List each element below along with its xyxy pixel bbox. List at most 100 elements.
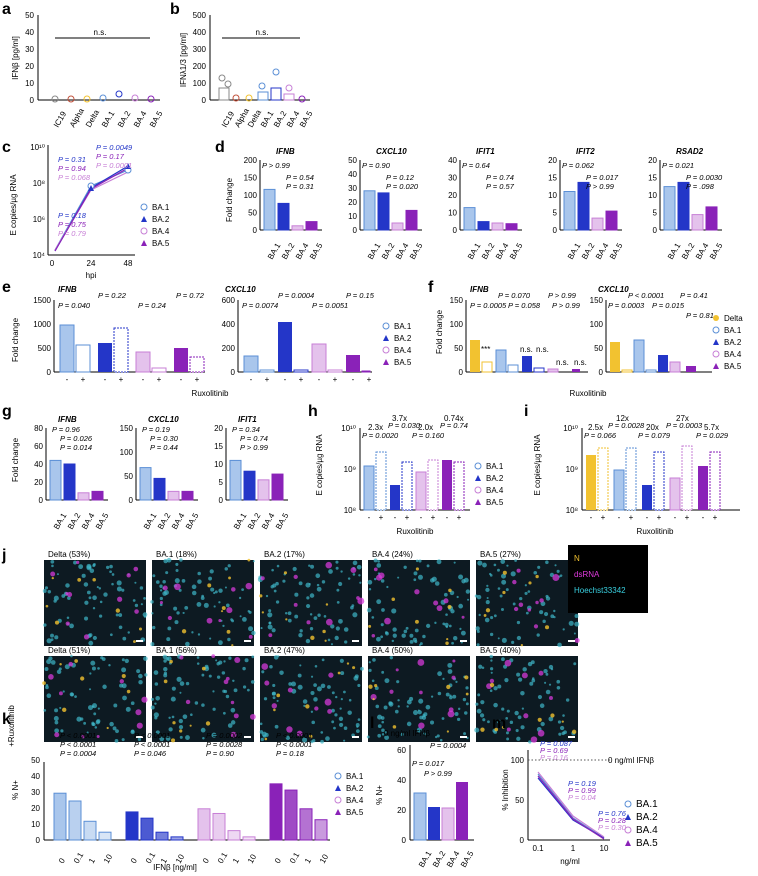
- n-protein-spot: [571, 729, 577, 735]
- nucleus-dot: [271, 691, 276, 696]
- dsrna-spot: [513, 606, 519, 612]
- svg-text:10⁶: 10⁶: [33, 215, 45, 224]
- svg-text:-: -: [250, 375, 253, 384]
- panel-j-micrographs: Delta (53%) BA.1 (18%) BA.2 (17%) BA.4 (24%…: [42, 550, 580, 744]
- svg-text:Delta: Delta: [724, 314, 743, 323]
- dsrna-spot: [452, 659, 456, 663]
- nucleus-dot: [218, 660, 223, 665]
- svg-text:BA.1: BA.1: [152, 203, 170, 212]
- nucleus-dot: [540, 721, 545, 727]
- svg-text:0: 0: [599, 368, 604, 377]
- panel-d-bar-3-1: [577, 181, 590, 231]
- nucleus-dot: [434, 621, 437, 625]
- nucleus-dot: [529, 681, 534, 686]
- panel-g-ytick-0-0: 0: [39, 496, 44, 505]
- svg-text:10⁸: 10⁸: [344, 506, 356, 515]
- panel-d-pvalue-1-2: P = 0.020: [386, 182, 419, 191]
- svg-text:P = 0.31: P = 0.31: [58, 155, 86, 164]
- nucleus-dot: [163, 671, 168, 675]
- n-protein-spot: [221, 606, 226, 611]
- nucleus-dot: [543, 668, 548, 674]
- dsrna-spot: [271, 703, 277, 709]
- nucleus-dot: [305, 603, 311, 609]
- dsrna-spot: [65, 621, 70, 626]
- nucleus-dot: [357, 718, 361, 721]
- nucleus-dot: [505, 588, 509, 592]
- nucleus-dot: [386, 585, 389, 589]
- n-protein-spot: [121, 673, 126, 679]
- nucleus-dot: [497, 637, 500, 640]
- svg-text:P = 0.18: P = 0.18: [58, 211, 87, 220]
- svg-text:BA.5: BA.5: [148, 109, 165, 129]
- nucleus-dot: [44, 586, 49, 590]
- panel-l-ylabel: % N+: [375, 785, 384, 805]
- nucleus-dot: [116, 580, 122, 586]
- nucleus-dot: [142, 612, 148, 617]
- nucleus-dot: [484, 617, 490, 623]
- panel-d-pvalue-2-1: P = 0.74: [486, 173, 514, 182]
- nucleus-dot: [73, 560, 77, 565]
- nucleus-dot: [272, 683, 276, 688]
- nucleus-dot: [279, 670, 284, 675]
- panel-k-bar-3-2: [299, 808, 313, 841]
- micrograph-0-0: [44, 560, 146, 646]
- nucleus-dot: [260, 627, 263, 630]
- svg-text:P = 0.41: P = 0.41: [680, 291, 708, 300]
- nucleus-dot: [209, 637, 212, 640]
- panel-k-xtick-2-3: 10: [246, 852, 259, 865]
- nucleus-dot: [371, 616, 375, 619]
- nucleus-dot: [91, 721, 95, 725]
- nucleus-dot: [309, 613, 313, 616]
- nucleus-dot: [335, 695, 338, 699]
- nucleus-dot: [314, 664, 318, 668]
- nucleus-dot: [478, 664, 483, 669]
- panel-d-bar-1-2: [391, 222, 404, 231]
- dsrna-spot: [162, 585, 168, 591]
- dsrna-spot: [96, 734, 100, 738]
- svg-text:48: 48: [124, 259, 133, 268]
- nucleus-dot: [520, 690, 525, 696]
- nucleus-dot: [313, 697, 318, 702]
- nucleus-dot: [356, 725, 359, 728]
- nucleus-dot: [545, 672, 549, 676]
- svg-text:-: -: [590, 513, 593, 522]
- svg-text:BA.4: BA.4: [445, 849, 462, 869]
- panel-g-bar-1-3: [181, 490, 194, 501]
- dsrna-spot: [68, 661, 74, 667]
- panel-k-xtick-2-2: 1: [231, 856, 241, 865]
- nucleus-dot: [313, 616, 318, 621]
- panel-c-yticks: 10⁴ 10⁶ 10⁸ 10¹⁰: [30, 143, 45, 260]
- svg-text:P = 0.0002: P = 0.0002: [206, 731, 243, 740]
- nucleus-dot: [403, 565, 407, 569]
- nucleus-dot: [308, 582, 311, 586]
- panel-g-xlabel-1-0: BA.1: [142, 511, 159, 531]
- panel-d-ytick-2-2: 20: [448, 191, 457, 200]
- nucleus-dot: [331, 691, 335, 695]
- nucleus-dot: [568, 620, 574, 626]
- svg-text:-: -: [446, 513, 449, 522]
- nucleus-dot: [476, 643, 480, 647]
- nucleus-dot: [114, 738, 119, 743]
- micrograph-label-1-2: BA.2 (47%): [264, 646, 305, 655]
- nucleus-dot: [196, 662, 200, 665]
- n-protein-spot: [261, 611, 265, 614]
- panel-k-xtick-2-0: 0: [201, 856, 211, 865]
- nucleus-dot: [69, 623, 74, 629]
- nucleus-dot: [86, 590, 91, 595]
- panel-d-xlabel-2-2: BA.4: [494, 241, 511, 261]
- nucleus-dot: [515, 728, 519, 733]
- nucleus-dot: [343, 726, 348, 731]
- n-protein-spot: [181, 629, 187, 634]
- panel-i-ylabel: E copies/µg RNA: [533, 434, 542, 496]
- n-protein-spot: [535, 574, 539, 579]
- nucleus-dot: [143, 596, 146, 600]
- nucleus-dot: [422, 732, 426, 736]
- nucleus-dot: [474, 594, 478, 598]
- panel-e-yticks2: 0 200 400 600: [222, 296, 236, 377]
- n-protein-spot: [465, 692, 469, 696]
- dsrna-spot: [248, 634, 253, 639]
- nucleus-dot: [88, 688, 92, 691]
- nucleus-dot: [215, 659, 218, 662]
- svg-text:P = 0.160: P = 0.160: [412, 431, 445, 440]
- nucleus-dot: [384, 735, 390, 740]
